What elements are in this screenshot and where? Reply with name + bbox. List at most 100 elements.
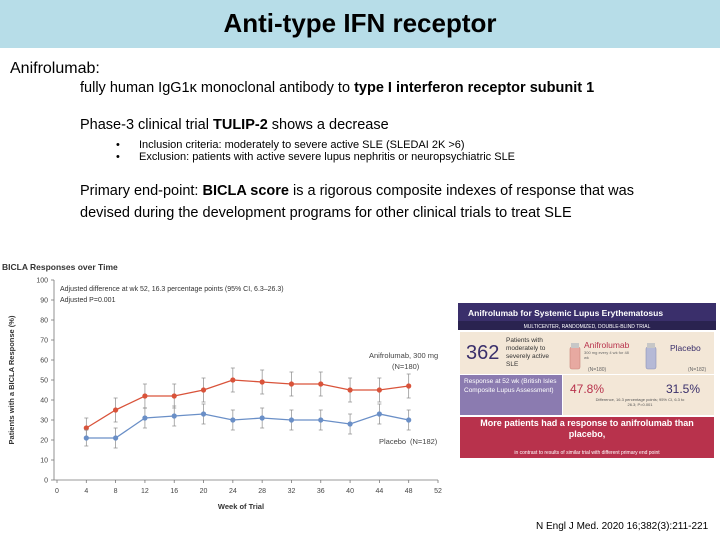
data-point-anifrolumab [83,425,89,431]
endpoint-bold: BICLA score [202,183,289,199]
conclusion-text: More patients had a response to anifrolu… [480,418,694,439]
x-tick-label: 44 [375,488,383,495]
data-point-placebo [318,417,324,423]
series-n-placebo: (N=182) [410,437,438,446]
conclusion-panel [460,417,714,458]
x-tick-label: 28 [258,488,266,495]
arm1-n: (N=180) [588,367,607,373]
chart-annotation-1: Adjusted difference at wk 52, 16.3 perce… [60,286,284,293]
data-point-anifrolumab [318,381,324,387]
arm1-name: Anifrolumab [584,340,630,350]
y-tick-label: 0 [44,478,48,485]
arm2-n: (N=182) [688,367,707,373]
infographic-title: Anifrolumab for Systemic Lupus Erythemat… [468,308,663,318]
endpoint-line-1: Primary end-point: BICLA score is a rigo… [80,183,634,199]
data-point-placebo [142,415,148,421]
data-point-placebo [376,411,382,417]
data-point-placebo [347,421,353,427]
conclusion-subtext: in contrast to results of similar trial … [514,450,660,456]
y-tick-label: 90 [40,298,48,305]
trial-plain-start: Phase-3 clinical trial [80,117,213,133]
x-tick-label: 0 [55,488,59,495]
chart-series [83,367,412,449]
data-point-placebo [259,415,265,421]
drug-description: fully human IgG1κ monoclonal antibody to… [80,80,594,96]
trial-infographic: Anifrolumab for Systemic Lupus Erythemat… [458,303,716,458]
chart-annotation-2: Adjusted P=0.001 [60,297,116,304]
drug-heading: Anifrolumab: [10,60,100,77]
series-label-anifrolumab: Anifrolumab, 300 mg [369,351,438,360]
data-point-placebo [230,417,236,423]
data-point-anifrolumab [406,383,412,389]
bicla-chart: BICLA Responses over Time Adjusted diffe… [2,262,442,511]
drug-vial-icon [569,343,581,370]
endpoint-plain-end: is a rigorous composite indexes of respo… [288,183,634,199]
data-point-anifrolumab [259,379,265,385]
bullet-symbol: • [116,151,120,163]
description-plain: fully human IgG1κ monoclonal antibody to [80,80,355,96]
y-tick-label: 40 [40,398,48,405]
x-tick-label: 20 [200,488,208,495]
chart-title: BICLA Responses over Time [2,262,118,272]
data-point-anifrolumab [200,387,207,393]
y-tick-label: 30 [40,418,48,425]
arm2-percent: 31.5% [666,382,700,396]
patients-count: 362 [466,342,499,364]
data-point-anifrolumab [142,393,148,399]
y-tick-label: 80 [40,318,48,325]
citation: N Engl J Med. 2020 16;382(3):211-221 [536,521,709,532]
patients-text: Patients with moderately to severely act… [506,337,549,368]
response-label: Response at 52 wk (British Isles Composi… [464,378,557,394]
response-label-panel [460,375,562,415]
data-point-anifrolumab [230,377,236,383]
series-line-placebo [86,413,409,439]
infographic-subheader-bg [458,321,716,330]
data-point-anifrolumab [347,387,353,393]
response-values-panel [563,375,714,415]
data-point-anifrolumab [376,387,382,393]
placebo-vial-icon [645,343,657,370]
y-tick-label: 10 [40,458,48,465]
y-tick-label: 50 [40,378,48,385]
endpoint-line-2: devised during the development programs … [80,205,572,221]
y-tick-label: 100 [36,278,48,285]
bullet-inclusion: Inclusion criteria: moderately to severe… [139,139,465,151]
y-tick-label: 20 [40,438,48,445]
y-tick-label: 60 [40,358,48,365]
data-point-placebo [171,413,177,419]
data-point-placebo [288,417,295,423]
description-bold: type I interferon receptor subunit 1 [354,80,595,96]
x-tick-label: 12 [141,488,149,495]
x-tick-label: 4 [84,488,88,495]
patients-panel [460,332,714,374]
arm1-percent: 47.8% [570,382,604,396]
y-tick-label: 70 [40,338,48,345]
data-point-placebo [406,417,412,423]
x-tick-label: 48 [405,488,413,495]
arm1-dose: 300 mg every 4 wk for 48 wk [584,350,629,360]
x-axis-label: Week of Trial [218,502,264,511]
bullet-symbol: • [116,139,120,151]
x-tick-label: 8 [114,488,118,495]
infographic-graphic: Anifrolumab for Systemic Lupus Erythemat… [458,303,716,458]
data-point-anifrolumab [288,381,295,387]
data-point-placebo [200,411,207,417]
x-tick-label: 16 [170,488,178,495]
x-tick-label: 52 [434,488,442,495]
bullet-exclusion: Exclusion: patients with active severe l… [139,151,516,163]
data-point-placebo [113,435,119,441]
x-tick-label: 36 [317,488,325,495]
x-tick-label: 40 [346,488,354,495]
data-point-anifrolumab [171,393,177,399]
infographic-subtitle: MULTICENTER, RANDOMIZED, DOUBLE-BLIND TR… [524,324,651,330]
endpoint-plain-start: Primary end-point: [80,183,203,199]
arm2-name: Placebo [670,343,701,353]
series-label-placebo: Placebo [379,437,406,446]
trial-line: Phase-3 clinical trial TULIP-2 shows a d… [80,117,389,133]
difference-text: Difference, 16.3 percentage points; 95% … [595,397,685,407]
trial-plain-end: shows a decrease [267,117,389,133]
trial-bold: TULIP-2 [212,117,268,133]
slide-title: Anti-type IFN receptor [223,8,497,38]
series-line-anifrolumab [85,379,409,429]
